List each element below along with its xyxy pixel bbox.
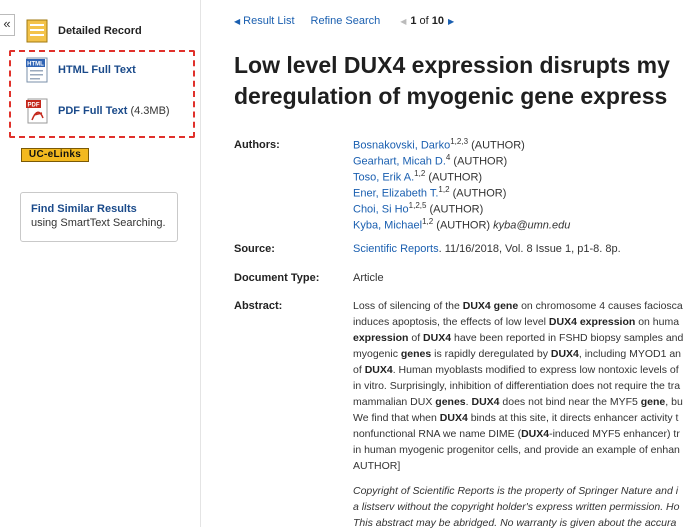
abstract-line: Loss of silencing of the DUX4 gene on ch… xyxy=(353,300,683,312)
result-navigation: ◀ Result List Refine Search ◀ 1 of 10 ▶ xyxy=(234,15,454,27)
copyright-text: Copyright of Scientific Reports is the p… xyxy=(353,483,695,531)
pdf-full-text-label[interactable]: PDF Full Text xyxy=(58,105,128,117)
abstract-line: induces apoptosis, the effects of low le… xyxy=(353,316,680,328)
source-link[interactable]: Scientific Reports xyxy=(353,243,439,255)
abstract-line: of DUX4. Human myoblasts modified to exp… xyxy=(353,364,679,376)
abstract-line: myogenic genes is rapidly deregulated by… xyxy=(353,348,682,360)
highlight-annotation-box xyxy=(9,50,195,138)
document-type-label: Document Type: xyxy=(234,272,320,284)
abstract-line: in vitro. Surprisingly, inhibition of di… xyxy=(353,380,681,392)
author-link[interactable]: Ener, Elizabeth T. xyxy=(353,187,439,200)
refine-search-link[interactable]: Refine Search xyxy=(310,15,381,27)
document-type-value: Article xyxy=(353,272,384,284)
author-affiliation: 1,2 xyxy=(414,169,426,178)
abstract-line: expression of DUX4 have been reported in… xyxy=(353,332,684,344)
author-link[interactable]: Choi, Si Ho xyxy=(353,203,409,216)
abstract-text: Loss of silencing of the DUX4 gene on ch… xyxy=(353,298,695,474)
html-icon-text: HTML xyxy=(27,62,44,68)
author-row: Bosnakovski, Darko1,2,3 (AUTHOR) xyxy=(353,137,570,153)
source-label: Source: xyxy=(234,243,275,255)
abstract-line: mammalian DUX genes. DUX4 does not bind … xyxy=(353,396,683,408)
detailed-record-icon xyxy=(26,19,48,43)
authors-label: Authors: xyxy=(234,139,280,151)
result-list-link[interactable]: Result List xyxy=(243,15,295,27)
next-result-icon[interactable]: ▶ xyxy=(447,16,455,26)
abstract-line: in human myogenic progenitor cells, and … xyxy=(353,444,680,456)
title-line-1: Low level DUX4 expression disrupts my xyxy=(234,52,670,78)
author-role: (AUTHOR) xyxy=(433,219,491,232)
source-details: . 11/16/2018, Vol. 8 Issue 1, p1-8. 8p. xyxy=(438,243,621,255)
author-affiliation: 1,2 xyxy=(438,185,450,194)
author-role: (AUTHOR) xyxy=(425,171,483,184)
authors-list: Bosnakovski, Darko1,2,3 (AUTHOR) Gearhart… xyxy=(353,137,570,233)
abstract-label: Abstract: xyxy=(234,300,283,312)
author-link[interactable]: Toso, Erik A. xyxy=(353,171,415,184)
source-value: Scientific Reports. 11/16/2018, Vol. 8 I… xyxy=(353,243,621,255)
pdf-full-text-link[interactable]: PDF PDF Full Text (4.3MB) xyxy=(26,98,170,124)
collapse-sidebar-button[interactable]: « xyxy=(0,14,15,36)
sidebar: « Detailed Record HTML HTML Full Text PD… xyxy=(0,0,201,527)
find-similar-subtext: using SmartText Searching. xyxy=(31,217,166,229)
html-full-text-link[interactable]: HTML HTML Full Text xyxy=(26,57,136,83)
author-affiliation: 1,2 xyxy=(422,217,434,226)
result-of: of xyxy=(419,15,429,27)
abstract-line: We find that when DUX4 binds at this sit… xyxy=(353,412,679,424)
detailed-record-label: Detailed Record xyxy=(58,25,142,37)
author-role: (AUTHOR) xyxy=(449,187,507,200)
author-link[interactable]: Kyba, Michael xyxy=(353,219,423,232)
author-affiliation: 4 xyxy=(445,153,451,162)
pdf-size: (4.3MB) xyxy=(130,105,170,117)
previous-result-icon[interactable]: ◀ xyxy=(400,16,407,26)
author-row: Ener, Elizabeth T.1,2 (AUTHOR) xyxy=(353,185,570,201)
result-total: 10 xyxy=(431,15,444,27)
main-content: ◀ Result List Refine Search ◀ 1 of 10 ▶ … xyxy=(201,0,695,529)
author-email: kyba@umn.edu xyxy=(490,219,571,232)
author-role: (AUTHOR) xyxy=(450,155,508,168)
uc-elinks-button[interactable]: UC-eLinks xyxy=(21,148,89,162)
page-title: Low level DUX4 expression disrupts my de… xyxy=(234,50,695,112)
author-row: Toso, Erik A.1,2 (AUTHOR) xyxy=(353,169,570,185)
author-role: (AUTHOR) xyxy=(468,139,525,152)
detailed-record-link[interactable]: Detailed Record xyxy=(26,18,142,44)
author-row: Kyba, Michael1,2 (AUTHOR) kyba@umn.edu xyxy=(353,217,570,233)
author-role: (AUTHOR) xyxy=(426,203,484,216)
author-affiliation: 1,2,3 xyxy=(450,137,469,146)
title-line-2: deregulation of myogenic gene express xyxy=(234,83,668,109)
abstract-line: nonfunctional RNA we name DIME (DUX4-ind… xyxy=(353,428,680,440)
author-row: Gearhart, Micah D.4 (AUTHOR) xyxy=(353,153,570,169)
author-link[interactable]: Gearhart, Micah D. xyxy=(353,155,446,168)
author-affiliation: 1,2,5 xyxy=(408,201,427,210)
pdf-icon-text: PDF xyxy=(28,103,40,109)
abstract-line: AUTHOR] xyxy=(353,460,401,472)
author-row: Choi, Si Ho1,2,5 (AUTHOR) xyxy=(353,201,570,217)
find-similar-box: Find Similar Results using SmartText Sea… xyxy=(20,192,178,242)
pdf-document-icon: PDF xyxy=(26,98,48,124)
copyright-line: This abstract may be abridged. No warran… xyxy=(353,517,677,529)
copyright-line: Copyright of Scientific Reports is the p… xyxy=(353,485,679,497)
html-full-text-label[interactable]: HTML Full Text xyxy=(58,64,136,76)
back-triangle-icon: ◀ xyxy=(234,16,241,26)
find-similar-link[interactable]: Find Similar Results xyxy=(31,203,137,215)
copyright-line: a listserv without the copyright holder'… xyxy=(353,501,680,513)
result-position: 1 xyxy=(410,15,417,27)
author-link[interactable]: Bosnakovski, Darko xyxy=(353,139,451,152)
html-document-icon: HTML xyxy=(26,57,48,83)
